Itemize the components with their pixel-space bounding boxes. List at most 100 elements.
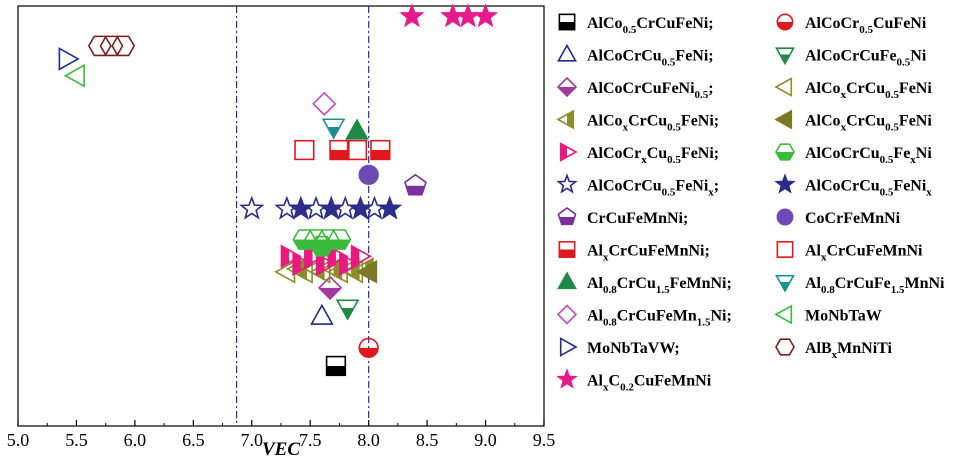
legend-marker <box>776 241 794 258</box>
legend-entry: AlCoxCrCu0.5FeNi; <box>556 109 719 134</box>
legend-marker <box>556 173 578 194</box>
data-point <box>294 139 315 161</box>
data-point <box>345 118 369 140</box>
x-tick-label: 5.0 <box>7 430 30 450</box>
legend-entry: AlCoxCrCu0.5FeNi <box>774 77 932 101</box>
legend-label-part: 0.5 <box>667 122 681 134</box>
data-point <box>399 3 425 28</box>
x-tick-label: 9.0 <box>474 430 497 450</box>
legend-label: AlxC0.2CuFeMnNi <box>587 373 712 394</box>
legend-label-part: Al <box>587 308 604 325</box>
legend-label-part: AlCo <box>805 113 841 130</box>
data-point <box>358 337 379 359</box>
legend-label-part: MnNi <box>904 275 945 292</box>
legend-marker <box>775 47 795 66</box>
data-point <box>280 244 302 269</box>
legend-label-part: AlCo <box>587 113 623 130</box>
legend-label: AlxCrCuFeMnNi; <box>587 243 710 264</box>
legend-label-part: x <box>910 154 916 166</box>
legend-label-part: FeNi; <box>681 145 719 162</box>
legend-label-part: CrCuFe <box>835 275 891 292</box>
legend-label: Al0.8CrCuFeMn1.5Ni; <box>587 308 732 329</box>
legend-label-part: AlCo <box>587 15 623 32</box>
data-point <box>288 195 314 220</box>
legend-label: AlCoxCrCu0.5FeNi <box>805 113 932 134</box>
legend-label: AlCoxCrCu0.5FeNi <box>805 80 932 101</box>
legend-label-part: Al <box>805 275 822 292</box>
legend-label-part: CrCu <box>628 113 667 130</box>
data-point <box>310 303 334 325</box>
legend-entry: AlCoCrCu0.5FeNix; <box>556 173 719 199</box>
legend-label-part: MoNbTaVW; <box>587 340 680 357</box>
legend-label-part: FeNi <box>675 178 708 195</box>
legend-entry: CoCrFeMnNi <box>776 208 901 227</box>
x-axis-ticks: 5.0 5.5 6.0 6.5 7.0 7.5 8.0 8.5 9.0 9.5 <box>7 420 555 450</box>
legend-label-part: AlCoCrCu <box>805 178 880 195</box>
legend-label-part: 0.5 <box>880 154 894 166</box>
legend-label-part: Fe <box>893 145 910 162</box>
legend-label-part: Ni; <box>710 308 731 325</box>
legend-label-part: x <box>832 349 838 361</box>
legend-label: MoNbTaW <box>805 308 882 325</box>
legend-label-part: FeNi <box>899 113 932 130</box>
data-point <box>339 252 361 277</box>
legend-label-part: AlB <box>805 340 832 357</box>
legend-entry: Al0.8CrCu1.5FeMnNi; <box>557 271 732 296</box>
x-tick-label: 8.5 <box>416 430 439 450</box>
legend-entry: AlCoCrCu0.5FeNi; <box>557 43 714 69</box>
legend-label-part: 0.8 <box>603 284 617 296</box>
legend-label-part: 0.5 <box>880 187 894 199</box>
legend-label-part: FeNi; <box>675 48 713 65</box>
legend-marker <box>556 368 578 389</box>
legend-label-part: x <box>841 122 847 134</box>
legend-label-part: CrCuFeNi; <box>636 15 713 32</box>
legend-label-part: 0.5 <box>885 122 899 134</box>
legend-label-part: Al <box>587 275 604 292</box>
data-point <box>347 195 374 220</box>
legend-entry: MoNbTaVW; <box>559 337 680 357</box>
legend-marker <box>557 271 577 290</box>
legend-label-part: 0.5 <box>623 24 637 36</box>
legend-label-part: Al <box>805 243 822 260</box>
legend-label-part: 0.5 <box>885 89 899 101</box>
legend-marker <box>559 337 578 357</box>
data-point <box>325 355 347 377</box>
legend-marker <box>774 173 796 194</box>
legend-label-part: AlCoCrCu <box>587 178 662 195</box>
data-point <box>58 47 80 71</box>
data-point <box>472 3 499 28</box>
legend-label-part: Al <box>587 373 604 390</box>
legend-marker <box>775 338 795 356</box>
legend-entry: Al0.8CrCuFeMn1.5Ni; <box>556 304 732 329</box>
data-point <box>318 195 344 220</box>
legend-label-part: CrCu <box>846 80 885 97</box>
legend-label-part: AlCoCrCu <box>587 48 662 65</box>
legend-label: AlCoCrCuFe0.5Ni <box>805 48 927 69</box>
data-point <box>63 63 85 88</box>
x-tick-label: 5.5 <box>65 430 88 450</box>
data-point <box>321 118 346 140</box>
legend-marker <box>559 142 578 162</box>
legend-entry: AlCo0.5CrCuFeNi; <box>558 13 714 36</box>
legend-entry: AlCoxCrCu0.5FeNi <box>774 109 932 134</box>
legend-label-part: FeMnNi; <box>670 275 732 292</box>
legend-label-part: ; <box>714 178 719 195</box>
data-point <box>312 91 337 116</box>
legend-label-part: x <box>603 382 609 394</box>
data-point <box>358 164 379 185</box>
legend-marker <box>557 43 577 62</box>
legend-entry: AlCoCrCuFe0.5Ni <box>775 47 927 69</box>
legend-label-part: 1.5 <box>891 284 905 296</box>
legend-label-part: MnNiTi <box>837 340 892 357</box>
legend-label-part: 0.5 <box>662 187 676 199</box>
legend-marker <box>558 241 576 258</box>
legend-label-part: 1.5 <box>697 317 711 329</box>
legend-label-part: Ni <box>910 48 927 65</box>
x-axis-title: VEC <box>262 439 300 460</box>
legend-label-part: 0.5 <box>667 154 681 166</box>
data-point <box>315 252 337 277</box>
legend-label-part: 0.5 <box>695 89 709 101</box>
legend-marker <box>558 13 576 31</box>
legend-label-part: AlCoCr <box>587 145 641 162</box>
legend-label: CrCuFeMnNi; <box>587 210 688 227</box>
